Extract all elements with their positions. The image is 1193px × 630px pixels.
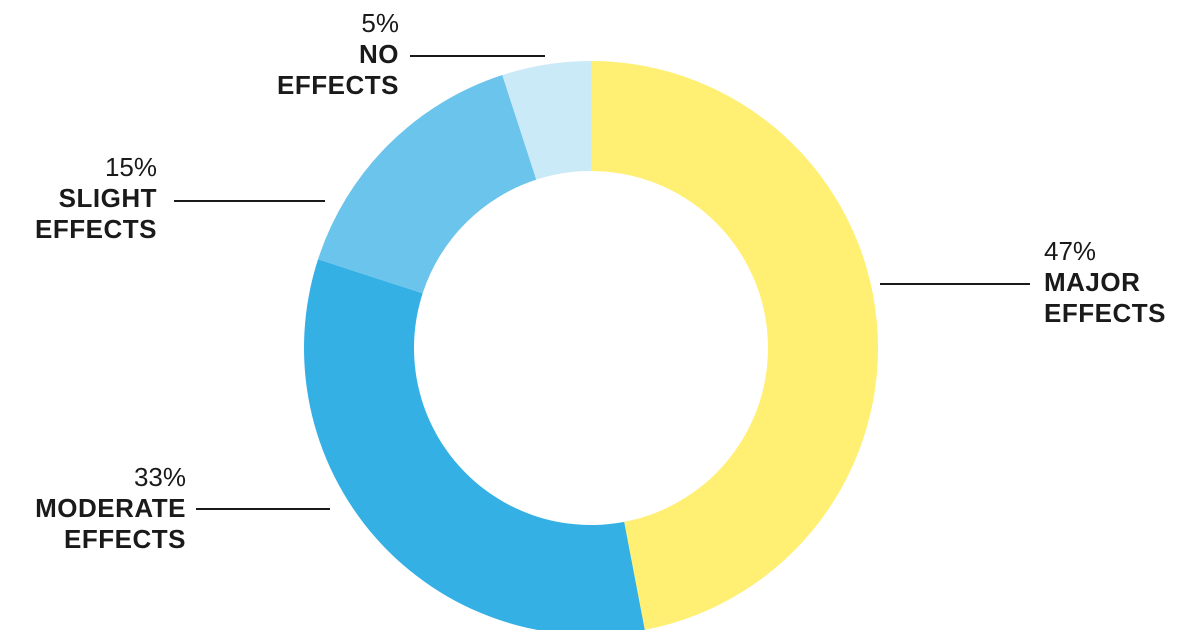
label-no-effects-name-line-2: EFFECTS bbox=[277, 70, 399, 100]
label-no-effects-percent: 5% bbox=[361, 8, 399, 38]
slice-major-effects bbox=[591, 61, 879, 630]
slice-moderate-effects bbox=[304, 259, 645, 630]
label-slight-effects-name-line-1: SLIGHT bbox=[58, 183, 157, 213]
leader-lines bbox=[174, 55, 1030, 510]
label-moderate-effects-name-line-1: MODERATE bbox=[35, 493, 186, 523]
slice-slight-effects bbox=[318, 75, 537, 294]
label-slight-effects-percent: 15% bbox=[104, 152, 157, 182]
label-major-effects-name-line-2: EFFECTS bbox=[1044, 298, 1166, 328]
label-moderate-effects-percent: 33% bbox=[133, 462, 186, 492]
label-slight-effects: 15% SLIGHT EFFECTS bbox=[35, 152, 157, 245]
label-moderate-effects: 33% MODERATE EFFECTS bbox=[35, 462, 186, 555]
label-moderate-effects-name-line-2: EFFECTS bbox=[64, 524, 186, 554]
label-slight-effects-name-line-2: EFFECTS bbox=[35, 214, 157, 244]
label-no-effects-name-line-1: NO bbox=[359, 39, 399, 69]
label-major-effects-name-line-1: MAJOR bbox=[1044, 267, 1141, 297]
slice-no-effects bbox=[502, 61, 591, 180]
donut-slices bbox=[304, 61, 879, 630]
label-no-effects: 5% NO EFFECTS bbox=[277, 8, 399, 101]
label-major-effects-percent: 47% bbox=[1044, 236, 1097, 266]
label-major-effects: 47% MAJOR EFFECTS bbox=[1044, 236, 1166, 329]
